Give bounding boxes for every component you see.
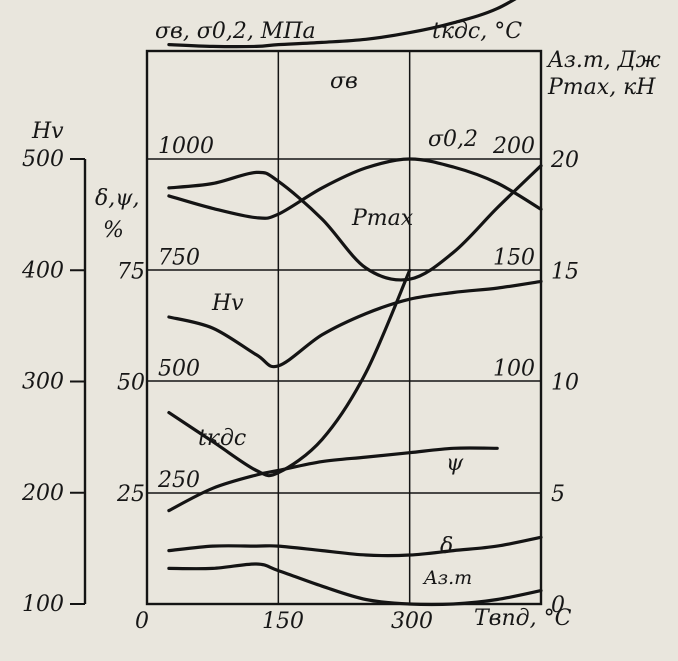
hv-tick-label: 500 bbox=[22, 147, 64, 172]
temp-tick-label: 100 bbox=[493, 357, 535, 382]
temp-axis-title: tкдс, °C bbox=[432, 19, 522, 44]
hv-tick-label: 100 bbox=[22, 592, 64, 617]
force-tick-label: 10 bbox=[551, 371, 579, 396]
series-line-1 bbox=[167, 157, 543, 220]
stress-tick-label: 750 bbox=[158, 245, 200, 270]
plot-frame bbox=[145, 49, 543, 606]
temp-tick-label: 200 bbox=[492, 134, 535, 159]
x-tick-label: 300 bbox=[391, 609, 433, 634]
series-line-5 bbox=[167, 446, 499, 513]
force-tick-label: 5 bbox=[551, 482, 565, 507]
series-label-sigma-02: σ0,2 bbox=[428, 127, 478, 152]
series-line-3 bbox=[167, 279, 543, 369]
elong-axis-title: δ,ψ, % bbox=[95, 186, 146, 243]
force-tick-label: 20 bbox=[550, 148, 579, 173]
series-curves bbox=[167, 0, 543, 607]
x-tick-label: 0 bbox=[135, 609, 149, 634]
stress-tick-label: 250 bbox=[157, 468, 200, 493]
series-line-0 bbox=[167, 0, 517, 49]
stress-tick-label: 1000 bbox=[158, 134, 214, 159]
series-label-psi: ψ bbox=[446, 451, 464, 476]
series-label-hv: Hv bbox=[211, 291, 244, 316]
x-tick-label: 150 bbox=[262, 609, 304, 634]
series-line-6 bbox=[167, 535, 543, 558]
tick-labels: 0 150 300100200300400500255075250500750100… bbox=[21, 134, 579, 634]
horizontal-gridlines bbox=[147, 158, 541, 494]
series-label-delta: δ bbox=[440, 534, 453, 559]
energy-axis-title: Aз.т, Дж bbox=[546, 48, 661, 73]
stress-tick-label: 500 bbox=[158, 357, 200, 382]
elong-tick-label: 75 bbox=[117, 259, 145, 284]
series-line-2 bbox=[167, 164, 543, 282]
hv-tick-label: 300 bbox=[22, 370, 64, 395]
vertical-gridlines bbox=[277, 51, 411, 604]
force-tick-label: 0 bbox=[551, 593, 565, 618]
force-axis-title: Pmax, кН bbox=[547, 75, 656, 100]
force-tick-label: 15 bbox=[551, 259, 579, 284]
hv-tick-label: 200 bbox=[21, 481, 64, 506]
series-label-pmax: Pmax bbox=[351, 206, 414, 231]
series-line-7 bbox=[167, 562, 543, 607]
elong-tick-label: 25 bbox=[116, 482, 145, 507]
hv-axis-title: Hv bbox=[31, 119, 64, 144]
temp-tick-label: 150 bbox=[493, 245, 535, 270]
x-axis-title: Tвпд, °C bbox=[474, 606, 572, 631]
series-label-sigma-b: σв bbox=[330, 69, 358, 94]
elong-tick-label: 50 bbox=[117, 371, 145, 396]
series-label-az: Aз.т bbox=[422, 567, 472, 589]
stress-axis-title: σв, σ0,2, МПа bbox=[155, 19, 316, 44]
series-label-tkds: tкдс bbox=[198, 426, 246, 451]
hv-tick-label: 400 bbox=[21, 258, 64, 283]
